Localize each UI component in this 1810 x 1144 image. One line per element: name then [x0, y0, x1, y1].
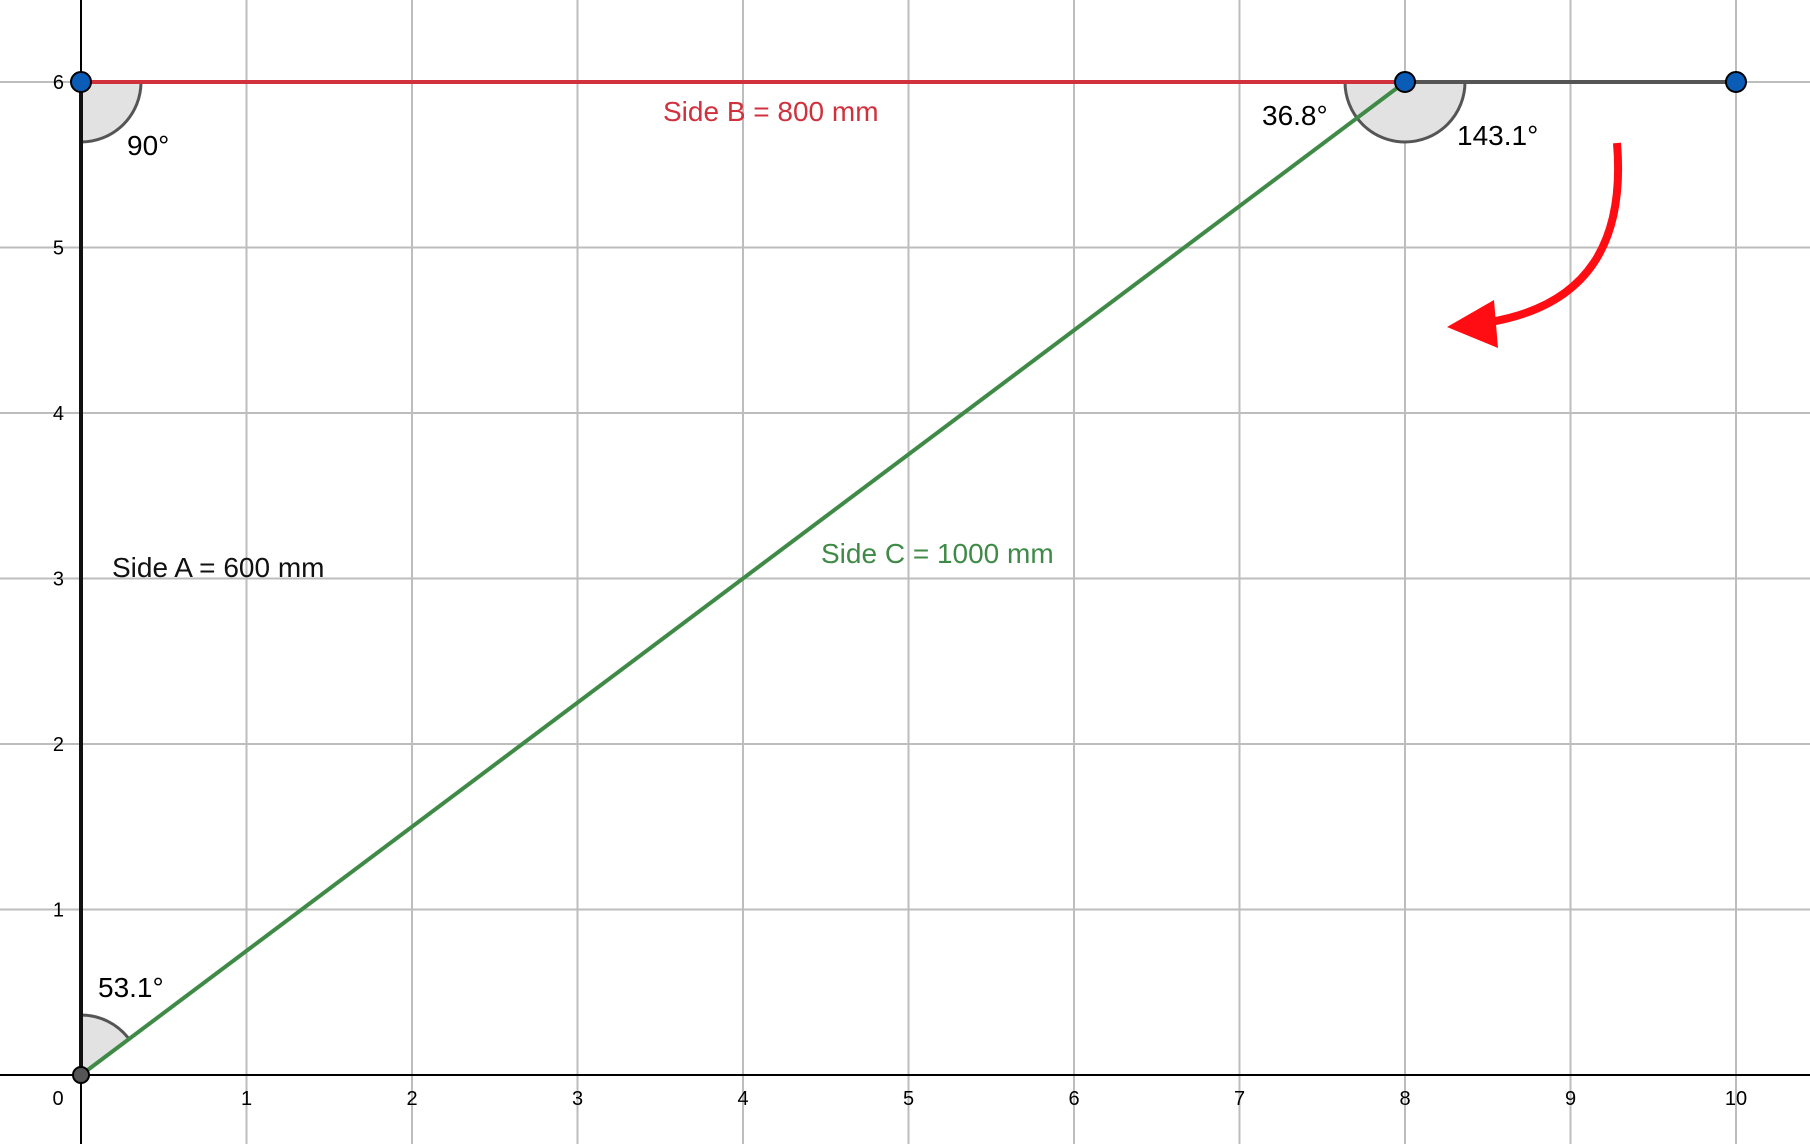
- x-tick-label: 8: [1399, 1088, 1410, 1110]
- rotation-arrow: [1447, 142, 1623, 348]
- x-tick-label: 3: [572, 1088, 583, 1110]
- y-tick-label: 5: [53, 238, 64, 260]
- angle-top-left-label: 90°: [127, 130, 169, 161]
- x-tick-label: 9: [1565, 1088, 1576, 1110]
- x-tick-label: 0: [52, 1088, 63, 1110]
- side-c-label: Side C = 1000 mm: [821, 538, 1054, 569]
- x-tick-label: 4: [737, 1088, 748, 1110]
- x-tick-label: 7: [1234, 1088, 1245, 1110]
- points: [70, 71, 1747, 1084]
- y-tick-label: 2: [53, 734, 64, 756]
- side-c-segment: [79, 80, 1407, 1077]
- angle-top-corner-outer-label: 143.1°: [1457, 120, 1538, 151]
- side-b-label: Side B = 800 mm: [663, 96, 879, 127]
- angle-origin-label: 53.1°: [98, 972, 164, 1003]
- x-tick-label: 6: [1068, 1088, 1079, 1110]
- tick-labels: 0 1 2 3 4 5 6 7 8 9 10 1 2 3 4 5 6: [52, 72, 1747, 1110]
- side-a-label: Side A = 600 mm: [112, 552, 324, 583]
- y-tick-label: 4: [53, 403, 64, 425]
- point-extension-end: [1725, 71, 1747, 93]
- y-tick-label: 3: [53, 569, 64, 591]
- angle-top-left-arc: [79, 80, 143, 144]
- x-tick-label: 10: [1725, 1088, 1747, 1110]
- segments: [79, 80, 1736, 1077]
- point-top-left: [70, 71, 92, 93]
- y-tick-label: 6: [53, 72, 64, 94]
- angle-top-corner-inner-label: 36.8°: [1262, 100, 1328, 131]
- x-tick-label: 5: [903, 1088, 914, 1110]
- y-tick-label: 1: [53, 900, 64, 922]
- rotation-arrow-shaft: [1489, 142, 1623, 326]
- x-tick-label: 2: [406, 1088, 417, 1110]
- point-top-corner: [1394, 71, 1416, 93]
- rotation-arrow-head: [1447, 300, 1498, 348]
- x-tick-label: 1: [241, 1088, 252, 1110]
- angle-top-corner-arc: [1343, 80, 1467, 144]
- point-origin: [72, 1066, 90, 1084]
